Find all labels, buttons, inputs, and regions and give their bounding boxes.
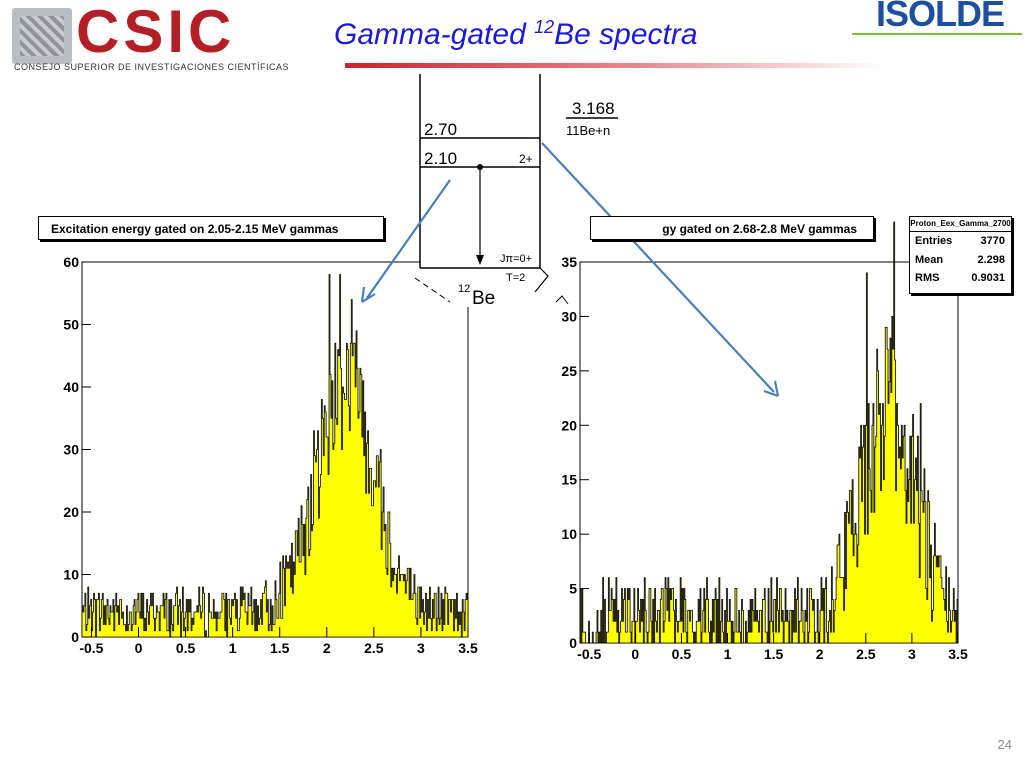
x-tick-label: 3.5 (458, 640, 478, 656)
y-tick-label: 50 (63, 317, 79, 333)
title-main: Gamma-gated (334, 18, 535, 51)
stats-row-rms: RMS 0.9031 (910, 269, 1011, 288)
ground-spin: Jπ=0+ (500, 253, 532, 265)
isolde-logo: ISOLDE (876, 0, 1022, 40)
csic-subtitle: CONSEJO SUPERIOR DE INVESTIGACIONES CIEN… (14, 62, 290, 72)
x-tick-label: -0.5 (79, 640, 103, 656)
stats-histogram-name: Proton_Eex_Gamma_2700 (910, 217, 1011, 232)
stats-label: Mean (915, 253, 944, 266)
arrow-to-left-plot (366, 179, 451, 299)
x-tick-label: 1 (229, 640, 237, 656)
y-tick-label: 15 (561, 472, 577, 488)
threshold-label: 11Be+n (566, 123, 610, 138)
x-tick-label: 3.5 (948, 646, 968, 662)
stats-label: Entries (915, 235, 953, 247)
stats-row-mean: Mean 2.298 (910, 251, 1011, 270)
y-tick-label: 10 (561, 526, 577, 542)
y-tick-label: 30 (561, 308, 577, 324)
y-tick-label: 60 (63, 254, 79, 270)
level-210-label: 2.10 (424, 149, 457, 168)
x-tick-label: 3 (908, 646, 916, 662)
stats-value: 0.9031 (971, 272, 1005, 284)
y-tick-label: 20 (63, 504, 79, 520)
x-tick-label: 2 (323, 640, 331, 656)
arrow-to-right-plot (541, 142, 775, 393)
csic-name: CSIC (76, 0, 236, 65)
level-270-label: 2.70 (424, 120, 457, 139)
nucleus-symbol: Be (472, 288, 495, 309)
x-tick-label: 2 (816, 646, 824, 662)
x-tick-label: 1.5 (270, 640, 290, 656)
x-tick-label: 0.5 (176, 640, 196, 656)
title-rest: Be spectra (554, 18, 698, 51)
x-tick-label: 3 (417, 640, 425, 656)
arrow-to-left-plot-head (360, 286, 376, 303)
annotation-arrows (360, 142, 780, 398)
x-tick-label: 2.5 (364, 640, 384, 656)
x-tick-label: -0.5 (577, 646, 601, 662)
title-underline (345, 63, 885, 68)
stats-box: Proton_Eex_Gamma_2700 Entries 3770 Mean … (909, 216, 1012, 294)
x-tick-label: 0.5 (672, 646, 692, 662)
level-scheme-diagram: 2.70 2.10 2+ 3.168 11Be+n Jπ=0+ T=2 12 B… (414, 74, 618, 309)
title-superscript: 12 (534, 17, 555, 37)
x-tick-label: 1.5 (764, 646, 784, 662)
x-tick-label: 2.5 (856, 646, 876, 662)
y-tick-label: 0 (71, 629, 79, 645)
left-histogram-title: Excitation energy gated on 2.05-2.15 MeV… (38, 216, 384, 240)
histogram-bins (579, 221, 959, 644)
arrow-to-right-plot-head (763, 380, 780, 398)
y-tick-label: 30 (63, 442, 79, 458)
isospin-label: T=2 (506, 272, 525, 284)
x-tick-label: 0 (135, 640, 143, 656)
stats-value: 2.298 (977, 253, 1005, 266)
csic-logo: CSIC CONSEJO SUPERIOR DE INVESTIGACIONES… (12, 2, 297, 76)
caret-mark (555, 295, 569, 305)
csic-emblem-icon (12, 8, 72, 64)
y-tick-label: 25 (561, 363, 577, 379)
isolde-underline (852, 33, 1022, 35)
page-number: 24 (997, 737, 1012, 752)
level-210-spin: 2+ (519, 152, 533, 166)
stats-row-entries: Entries 3770 (910, 232, 1011, 251)
y-tick-label: 35 (561, 254, 577, 270)
y-tick-label: 5 (569, 581, 577, 597)
nucleus-mass: 12 (458, 283, 470, 295)
y-tick-label: 10 (63, 567, 79, 583)
dashed-leader-line (414, 277, 451, 303)
y-tick-label: 0 (569, 635, 577, 651)
y-tick-label: 40 (63, 379, 79, 395)
level-210-dot (477, 164, 483, 170)
ground-level-kink (534, 267, 549, 293)
x-tick-label: 1 (724, 646, 732, 662)
isolde-name: ISOLDE (876, 0, 1005, 34)
histogram-bins (81, 274, 469, 638)
stats-label: RMS (915, 272, 940, 284)
slide-title: Gamma-gated 12Be spectra (334, 17, 698, 51)
threshold-energy: 3.168 (572, 99, 615, 118)
gamma-arrow-head (476, 255, 484, 265)
stats-value: 3770 (980, 235, 1005, 247)
x-tick-label: 0 (631, 646, 639, 662)
right-histogram-title: gy gated on 2.68-2.8 MeV gammas (590, 216, 874, 240)
y-tick-label: 20 (561, 417, 577, 433)
